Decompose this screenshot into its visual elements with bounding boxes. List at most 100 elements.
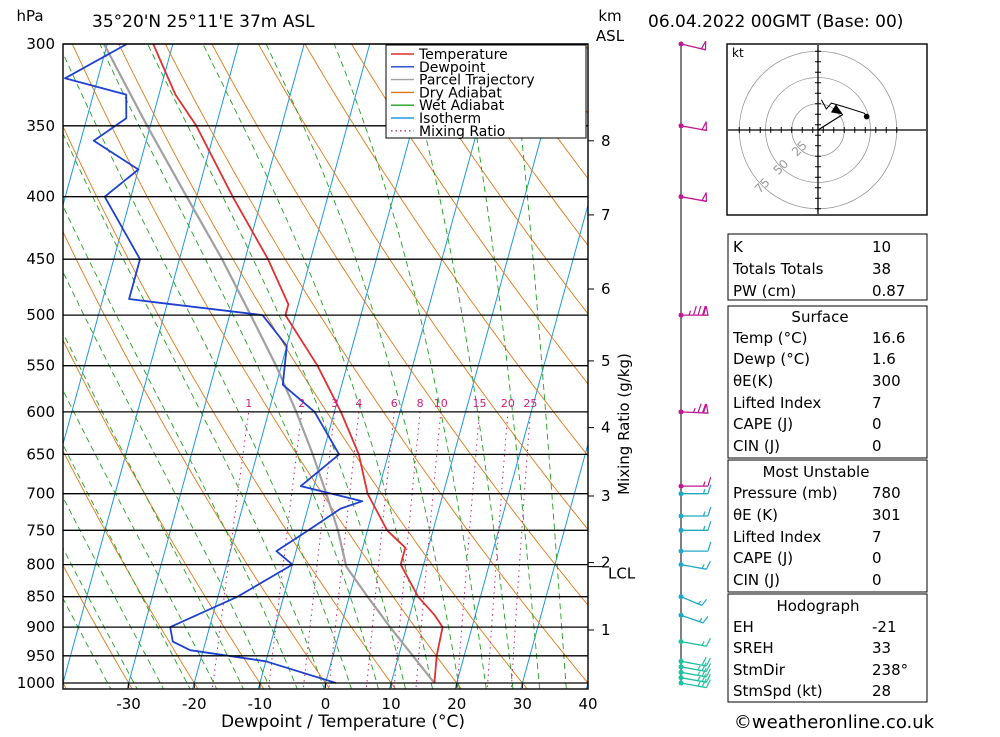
- pressure-tick-label: 700: [26, 485, 55, 503]
- surface-thetae-value: 300: [872, 372, 901, 390]
- totals-label: Totals Totals: [732, 260, 824, 278]
- mu-lifted-value: 7: [872, 528, 882, 546]
- km-unit: km: [598, 7, 621, 25]
- mixing-ratio-line: [365, 412, 395, 709]
- wind-barb-flag: [708, 507, 711, 516]
- km-tick-label: 4: [601, 419, 611, 437]
- mu-cin-label: CIN (J): [733, 571, 780, 589]
- dewpoint-line: [65, 44, 362, 683]
- temperature-tick-label: -20: [182, 695, 207, 713]
- mu-thetae-value: 301: [872, 506, 901, 524]
- mu-title: Most Unstable: [763, 463, 870, 481]
- temperature-tick-label: 30: [513, 695, 532, 713]
- wind-barb-half-flag: [698, 682, 700, 686]
- mu-cape-value: 0: [872, 549, 882, 567]
- eh-value: -21: [872, 618, 897, 636]
- parcel-trajectory-line: [104, 44, 434, 683]
- hodo-title: Hodograph: [776, 597, 859, 615]
- dry-adiabat-line: [968, 7, 1000, 709]
- pressure-tick-label: 450: [26, 250, 55, 268]
- wind-barb-half-flag: [698, 671, 700, 675]
- isotherm-line: [56, 7, 249, 709]
- dry-adiabat-line: [10, 7, 410, 709]
- temperature-tick-label: -30: [116, 695, 141, 713]
- asl-unit: ASL: [596, 27, 625, 45]
- surface-lifted-label: Lifted Index: [733, 394, 821, 412]
- wind-barb-half-flag: [704, 512, 705, 517]
- x-axis-title: Dewpoint / Temperature (°C): [221, 712, 465, 732]
- totals-value: 38: [872, 260, 891, 278]
- most-unstable-table: Most Unstable Pressure (mb) 780 θE (K) 3…: [728, 460, 927, 592]
- mixing-ratio-line: [327, 412, 359, 709]
- legend-label: Mixing Ratio: [419, 124, 505, 140]
- pressure-tick-label: 900: [26, 618, 55, 636]
- surface-cape-label: CAPE (J): [733, 415, 793, 433]
- k-value: 10: [872, 238, 891, 256]
- pressure-unit: hPa: [16, 7, 43, 25]
- surface-dewp-label: Dewp (°C): [733, 350, 810, 368]
- pressure-tick-label: 300: [26, 35, 55, 53]
- surface-temp-value: 16.6: [872, 329, 905, 347]
- mixing-ratio-label: 8: [417, 397, 424, 410]
- mu-thetae-label: θE (K): [733, 506, 778, 524]
- pressure-tick-label: 550: [26, 357, 55, 375]
- mu-pressure-value: 780: [872, 484, 901, 502]
- pressure-tick-label: 800: [26, 556, 55, 574]
- sreh-label: SREH: [733, 639, 774, 657]
- wind-barb-flag: [703, 616, 708, 623]
- k-label: K: [733, 238, 744, 256]
- wind-barb-flag: [708, 542, 711, 551]
- wind-barb-half-flag: [704, 482, 705, 487]
- isotherm-line: [0, 7, 117, 709]
- surface-lifted-value: 7: [872, 394, 882, 412]
- pressure-tick-label: 350: [26, 117, 55, 135]
- temperature-line: [153, 44, 442, 683]
- location-title: 35°20'N 25°11'E 37m ASL: [92, 12, 315, 32]
- pressure-tick-label: 750: [26, 521, 55, 539]
- wind-barb-half-flag: [702, 642, 704, 646]
- stmdir-label: StmDir: [733, 661, 786, 679]
- pressure-tick-label: 400: [26, 188, 55, 206]
- mixing-ratio-label: 10: [434, 397, 448, 410]
- temperature-tick-label: -10: [248, 695, 273, 713]
- wind-barbs: [679, 41, 711, 687]
- surface-cin-value: 0: [872, 437, 882, 455]
- lcl-label: LCL: [608, 565, 636, 583]
- plot-frame: [63, 44, 588, 689]
- wind-barb-half-flag: [698, 666, 700, 670]
- mixing-ratio-label: 25: [523, 397, 537, 410]
- temperature-tick-label: 0: [321, 695, 331, 713]
- wind-barb-pennant: [702, 122, 706, 131]
- surface-dewp-value: 1.6: [872, 350, 896, 368]
- stmspd-label: StmSpd (kt): [733, 682, 823, 700]
- wind-barb-flag: [698, 306, 701, 315]
- wind-barb-half-flag: [704, 489, 705, 494]
- mu-pressure-label: Pressure (mb): [733, 484, 838, 502]
- stmdir-value: 238°: [872, 661, 908, 679]
- wind-barb-flag: [708, 521, 711, 530]
- pressure-tick-label: 600: [26, 403, 55, 421]
- km-tick-label: 7: [601, 206, 611, 224]
- km-tick-label: 5: [601, 352, 611, 370]
- stmspd-value: 28: [872, 682, 891, 700]
- temperature-tick-label: 10: [382, 695, 401, 713]
- eh-label: EH: [733, 618, 754, 636]
- km-tick-label: 3: [601, 487, 611, 505]
- mixing-ratio-axis-title: Mixing Ratio (g/kg): [615, 353, 633, 495]
- wind-barb-flag: [698, 404, 701, 413]
- wind-barb-half-flag: [694, 408, 696, 412]
- temperature-tick-label: 40: [578, 695, 597, 713]
- wind-barb-flag: [706, 638, 710, 646]
- wind-barb-flag: [706, 561, 710, 569]
- surface-thetae-label: θE(K): [733, 372, 773, 390]
- dry-adiabat-line: [923, 7, 1000, 709]
- pw-label: PW (cm): [733, 282, 796, 300]
- copyright-link[interactable]: ©weatheronline.co.uk: [734, 712, 935, 733]
- indices-table: K 10 Totals Totals 38 PW (cm) 0.87: [728, 234, 927, 300]
- mixing-ratio-label: 20: [501, 397, 515, 410]
- wet-adiabat-line: [0, 7, 122, 709]
- pressure-tick-label: 500: [26, 306, 55, 324]
- surface-title: Surface: [791, 308, 848, 326]
